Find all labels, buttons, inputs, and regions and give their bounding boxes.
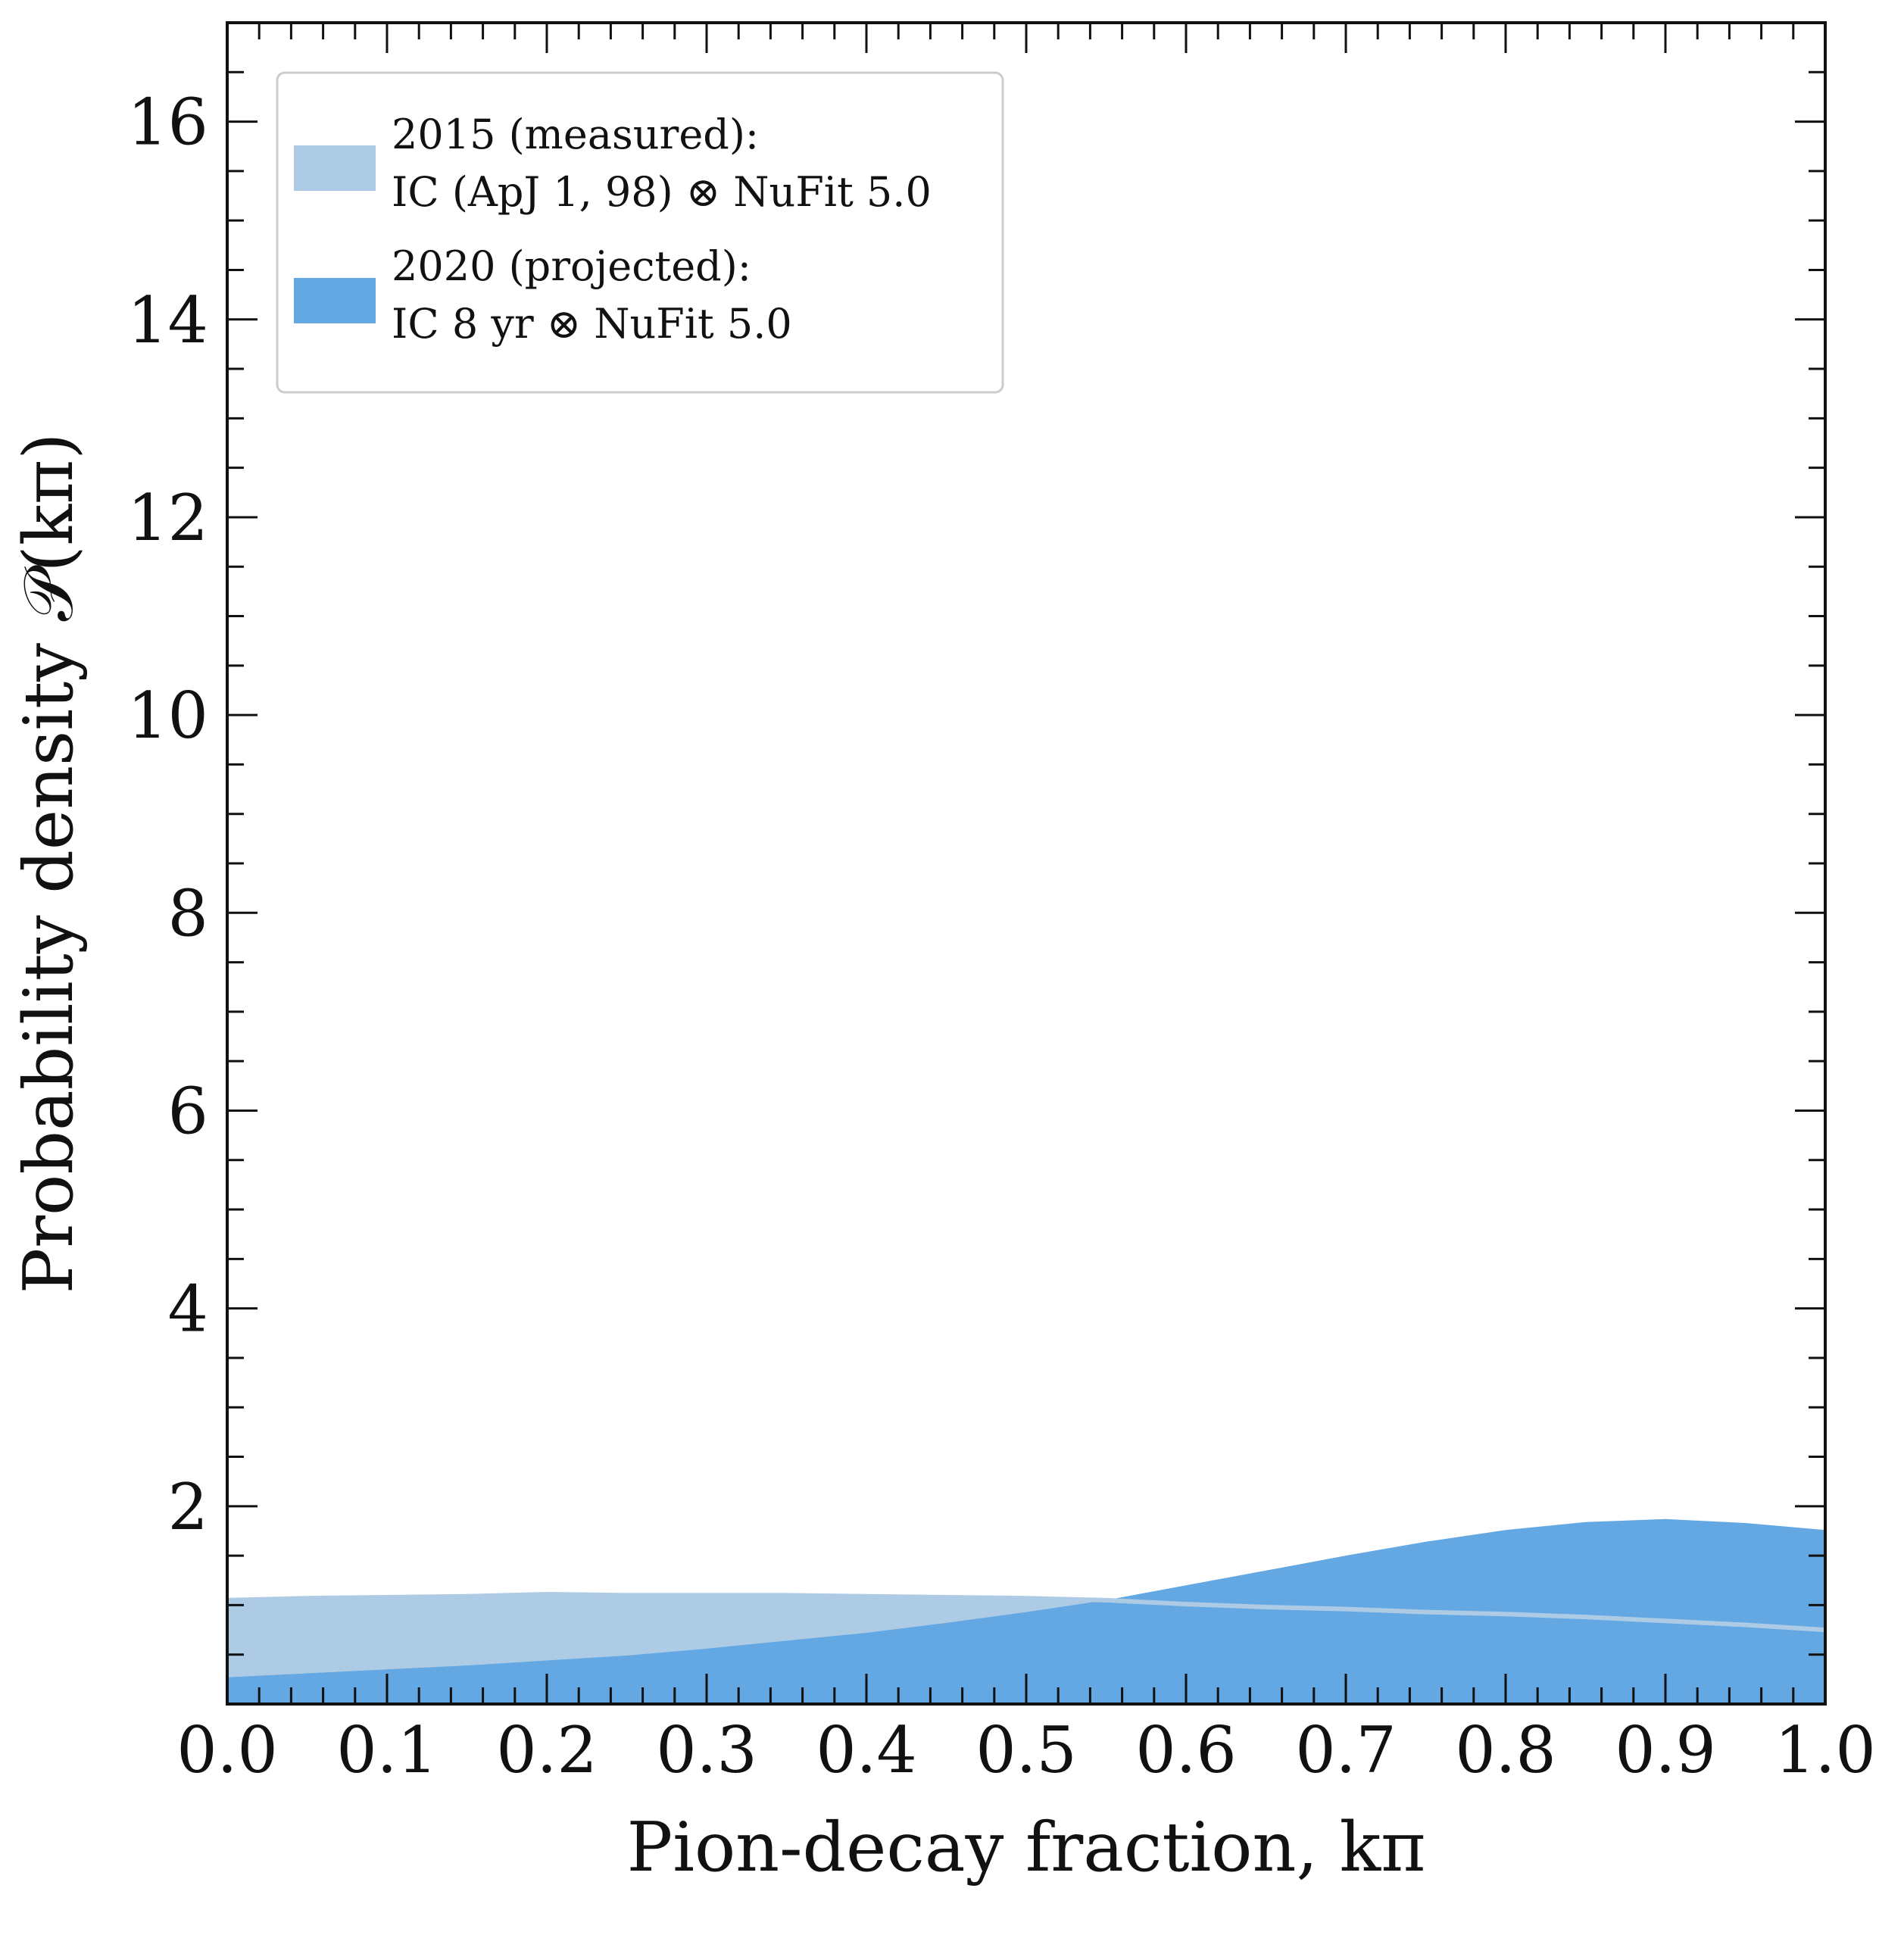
- x-tick-label: 0.9: [1615, 1713, 1716, 1787]
- legend-box: [276, 71, 1004, 394]
- y-tick-label: 4: [168, 1272, 208, 1347]
- x-tick-label: 0.6: [1135, 1713, 1237, 1787]
- x-tick-label: 0.7: [1295, 1713, 1397, 1787]
- legend-2015-line1: 2015 (measured):: [392, 111, 759, 158]
- y-tick-label: 6: [168, 1074, 208, 1148]
- x-tick-label: 0.0: [176, 1713, 278, 1787]
- legend-2020-line1: 2020 (projected):: [392, 242, 751, 290]
- series-areas: [226, 1518, 1826, 1704]
- y-tick-labels: 2 4 6 8 10 12 14 16: [127, 86, 208, 1544]
- x-tick-label: 0.4: [816, 1713, 917, 1787]
- y-tick-label: 10: [127, 679, 208, 753]
- legend-2015-line2: IC (ApJ 1, 98) ⊗ NuFit 5.0: [392, 168, 932, 216]
- legend: 2015 (measured): IC (ApJ 1, 98) ⊗ NuFit …: [276, 71, 1004, 394]
- legend-swatch-2015: [294, 145, 376, 191]
- x-tick-label: 0.2: [496, 1713, 598, 1787]
- y-tick-label: 16: [127, 86, 208, 160]
- x-tick-labels: 0.0 0.1 0.2 0.3 0.4 0.5 0.6 0.7 0.8 0.9 1.0: [176, 1713, 1876, 1787]
- y-tick-label: 14: [127, 283, 208, 357]
- series-line-0: [226, 1591, 1826, 1633]
- x-tick-label: 1.0: [1774, 1713, 1876, 1787]
- x-tick-label: 0.3: [656, 1713, 757, 1787]
- x-axis-label: Pion-decay fraction, kπ: [627, 1808, 1426, 1887]
- y-axis-label: Probability density 𝒫(kπ): [9, 433, 89, 1294]
- x-tick-label: 0.1: [336, 1713, 438, 1787]
- y-tick-label: 12: [127, 481, 208, 555]
- y-tick-label: 2: [168, 1470, 208, 1544]
- plot-frame: [226, 21, 1827, 1706]
- y-tick-label: 8: [168, 876, 208, 950]
- x-tick-label: 0.5: [975, 1713, 1077, 1787]
- legend-swatch-2020: [294, 278, 376, 323]
- x-tick-label: 0.8: [1455, 1713, 1556, 1787]
- series-area-1: [227, 1518, 1825, 1704]
- legend-2020-line2: IC 8 yr ⊗ NuFit 5.0: [392, 300, 792, 348]
